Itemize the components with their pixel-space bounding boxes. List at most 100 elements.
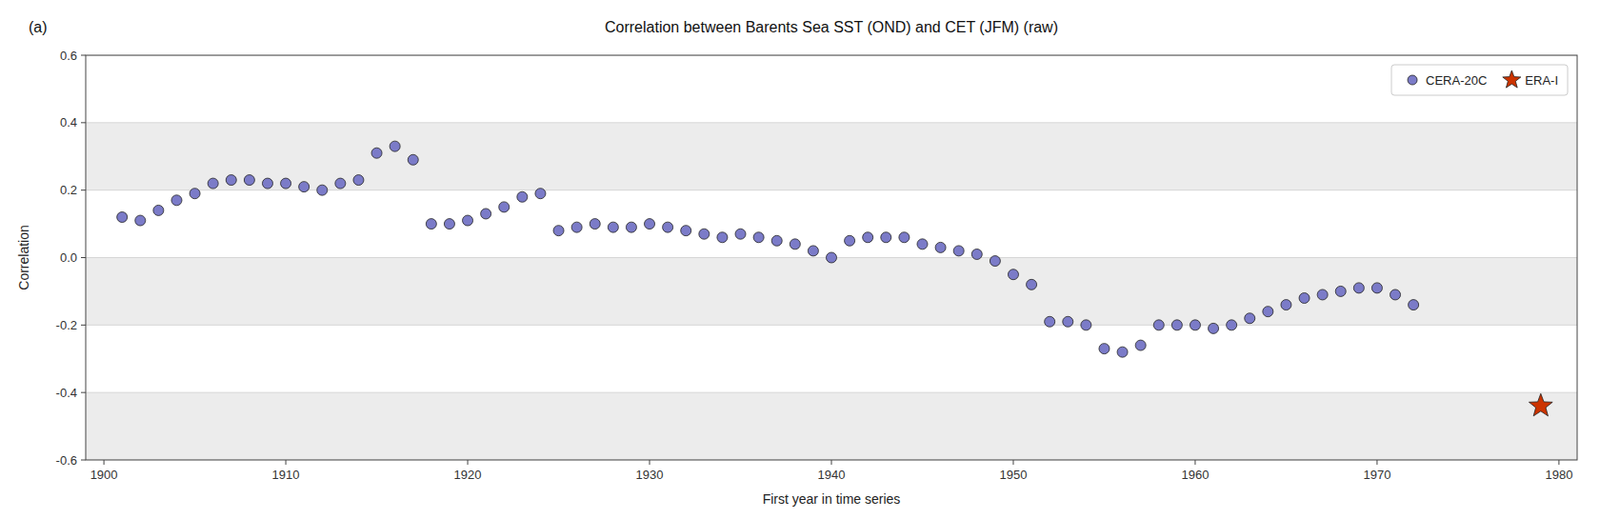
y-tick-label: -0.2 [56, 318, 78, 333]
dot-point [1026, 279, 1038, 290]
x-tick [103, 460, 105, 465]
dot-point [443, 219, 455, 230]
grid-band [85, 122, 1578, 191]
dot-point [662, 221, 674, 233]
dot-point [1353, 282, 1364, 294]
y-tick [80, 324, 86, 326]
dot-point [607, 221, 619, 233]
dot-point [1099, 343, 1110, 355]
dot-point [153, 204, 164, 216]
star-point [1528, 393, 1553, 417]
x-tick-label: 1950 [1000, 467, 1028, 482]
dot-point [880, 232, 892, 243]
y-tick-label: -0.4 [56, 385, 78, 400]
y-tick-label: 0.2 [60, 182, 78, 198]
grid-line [85, 121, 1578, 123]
dot-point [935, 241, 946, 253]
dot-point [280, 178, 292, 189]
y-axis-label: Correlation [16, 224, 32, 290]
grid-line [85, 189, 1578, 191]
legend-item: ERA-I [1502, 70, 1559, 88]
dot-point [335, 178, 346, 189]
dot-point [1280, 300, 1292, 311]
y-tick-label: 0.4 [60, 115, 78, 130]
x-tick [285, 460, 287, 465]
legend: CERA-20C ERA-I [1391, 64, 1568, 96]
x-tick-label: 1920 [454, 467, 482, 482]
y-tick-label: 0.0 [60, 250, 78, 265]
dot-point [753, 232, 764, 243]
legend-marker [1502, 70, 1521, 88]
dot-point [625, 221, 637, 233]
dot-point [862, 232, 874, 243]
legend-box [1391, 64, 1568, 96]
x-tick [1194, 460, 1196, 465]
legend-label: CERA-20C [1425, 73, 1487, 88]
x-tick-label: 1970 [1362, 467, 1391, 482]
dot-point [1262, 306, 1274, 318]
dot-point [1390, 289, 1401, 300]
dot-point [899, 232, 910, 243]
plot-background [85, 55, 1578, 460]
y-tick-label: 0.6 [60, 48, 78, 63]
grid-line [85, 392, 1578, 394]
dot-point [1208, 322, 1220, 334]
title: Correlation between Barents Sea SST (OND… [604, 19, 1059, 36]
plot-frame [85, 55, 1578, 460]
dot-point [517, 191, 528, 202]
dot-point [1135, 340, 1146, 351]
y-tick [80, 392, 86, 394]
dot-point [462, 215, 474, 226]
dot-point [807, 245, 819, 257]
y-tick [80, 121, 86, 123]
dot-point [499, 201, 510, 213]
y-tick [80, 55, 86, 57]
x-tick-label: 1930 [636, 467, 664, 482]
dot-point [1171, 320, 1182, 331]
dot-point [1317, 289, 1328, 300]
dot-point [771, 235, 782, 246]
x-tick [831, 460, 833, 465]
x-axis: 190019101920193019401950196019701980 [90, 460, 1574, 482]
dot-point [299, 181, 310, 193]
y-tick [80, 460, 86, 461]
dot-point [826, 252, 838, 263]
grid-band [85, 55, 1578, 123]
y-tick [80, 257, 86, 259]
dot-point [261, 178, 273, 189]
dot-point [989, 256, 1000, 267]
x-tick [1558, 460, 1560, 465]
dot-point [317, 184, 328, 196]
dot-point [353, 175, 364, 186]
dot-point [717, 232, 728, 243]
dot-point [189, 188, 200, 200]
dot-point [789, 239, 800, 250]
x-tick-label: 1980 [1544, 467, 1573, 482]
y-tick [80, 189, 86, 191]
dot-point [171, 195, 182, 206]
dot-point [1408, 300, 1420, 311]
dot-point [535, 188, 546, 200]
x-tick-label: 1940 [818, 467, 846, 482]
dot-point [135, 215, 146, 226]
grid-band [85, 392, 1578, 460]
x-tick [1012, 460, 1014, 465]
panel-label: (a) [28, 19, 48, 36]
x-tick [649, 460, 651, 465]
dot-point [735, 228, 746, 240]
dot-point [589, 219, 600, 230]
dot-point [1189, 320, 1200, 331]
legend-item: CERA-20C [1407, 73, 1487, 88]
dot-point [371, 147, 382, 159]
dot-point [1244, 313, 1256, 324]
dot-point [644, 219, 656, 230]
dot-point [680, 225, 692, 237]
legend-label: ERA-I [1524, 73, 1559, 88]
dot-point [117, 212, 128, 223]
grid-band [85, 258, 1578, 326]
dot-point [480, 208, 492, 220]
legend-marker [1407, 75, 1418, 85]
dot-point [1044, 316, 1056, 327]
grid [85, 55, 1578, 460]
dot-point [953, 245, 964, 257]
